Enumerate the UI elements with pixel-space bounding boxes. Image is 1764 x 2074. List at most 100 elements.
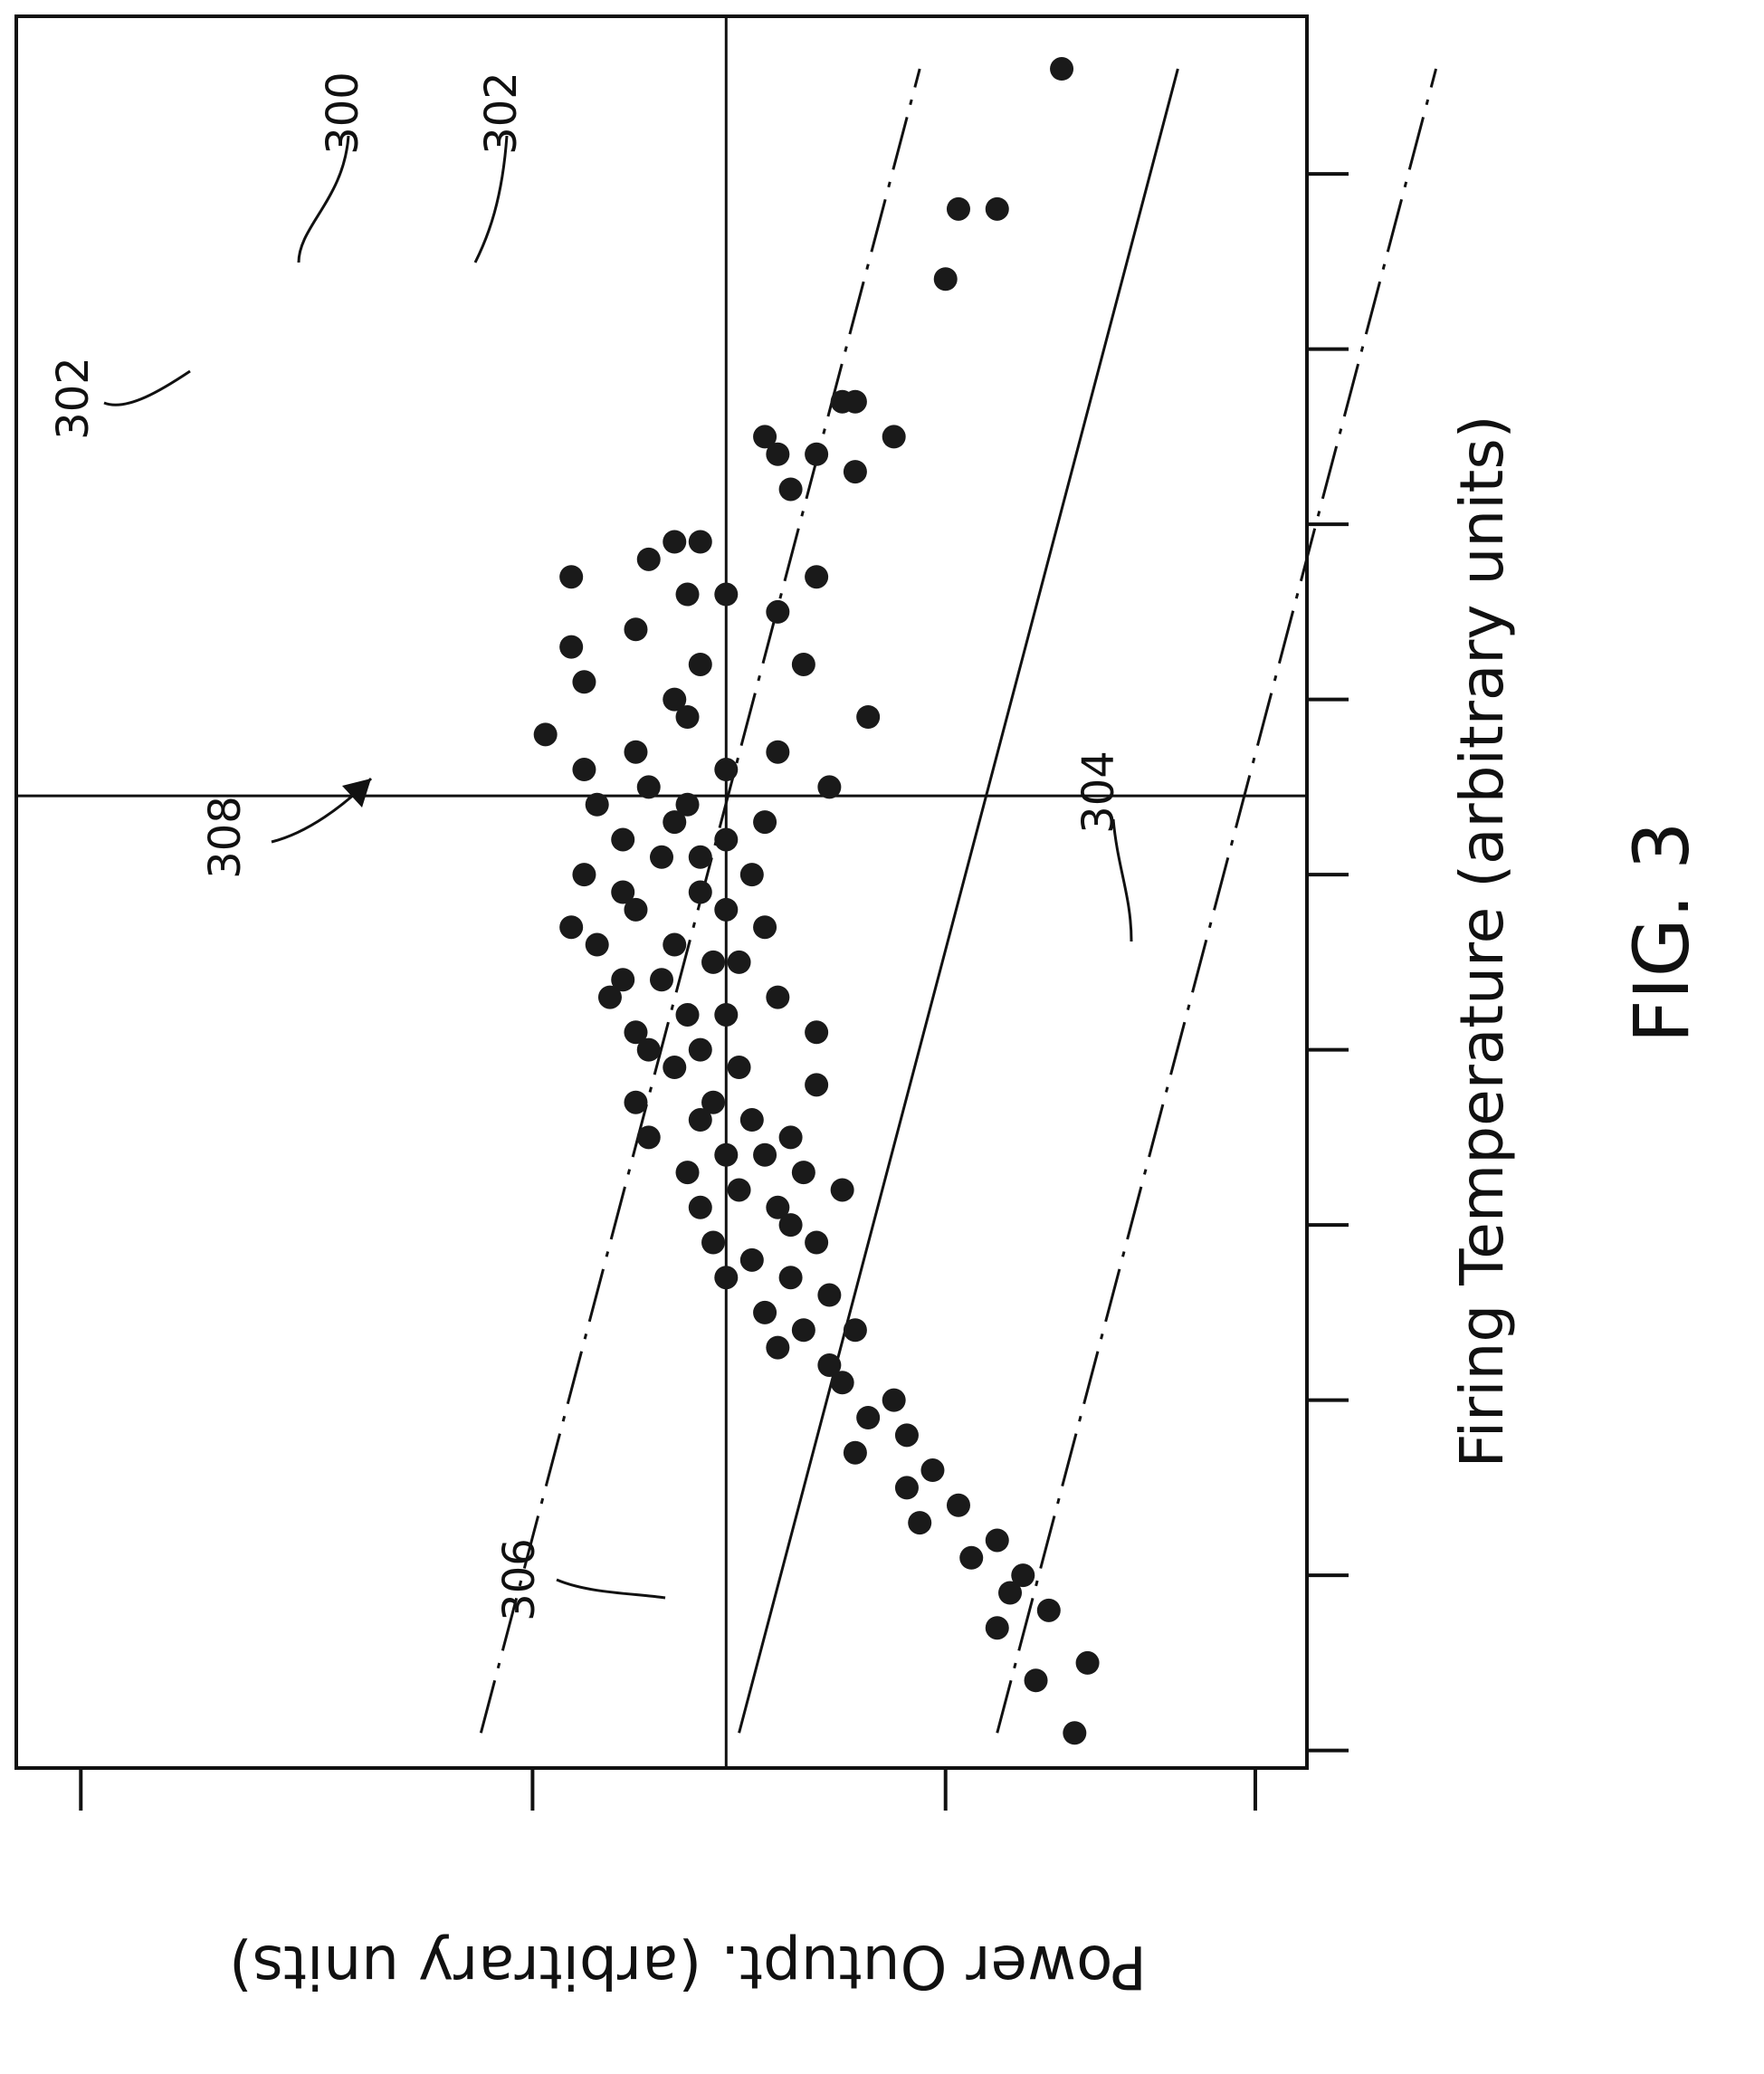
data-point: [572, 863, 596, 886]
data-point: [637, 775, 661, 798]
data-point: [624, 741, 647, 764]
data-point: [689, 1108, 712, 1132]
data-point: [1076, 1651, 1100, 1675]
data-point: [637, 548, 661, 571]
annotation-leader-304: [1113, 819, 1131, 941]
annotation-label-300: 300: [318, 72, 368, 155]
data-point: [714, 1143, 738, 1167]
data-point: [766, 443, 789, 466]
data-point: [728, 1178, 751, 1201]
annotation-label-308: 308: [200, 796, 251, 879]
data-point: [920, 1458, 944, 1482]
data-point: [714, 827, 738, 851]
data-point: [689, 653, 712, 676]
data-point: [676, 705, 700, 729]
data-point: [986, 1616, 1009, 1639]
data-point: [624, 898, 647, 922]
data-point: [586, 793, 609, 817]
reference-lines: [16, 16, 1307, 1768]
data-point: [779, 1266, 803, 1289]
annotation-label-306: 306: [494, 1538, 545, 1621]
data-point: [1037, 1599, 1061, 1622]
data-point: [637, 1038, 661, 1062]
data-point: [714, 583, 738, 607]
data-point: [895, 1423, 919, 1447]
data-point: [959, 1546, 983, 1570]
annotation-label-304: 304: [1073, 750, 1124, 834]
data-point: [753, 915, 777, 939]
data-point: [856, 705, 880, 729]
data-point: [792, 653, 815, 676]
annotation-arrowhead-308: [342, 779, 371, 808]
data-point: [805, 1073, 828, 1096]
data-point: [559, 915, 583, 939]
annotations: 300 302 302 304 306 308: [48, 72, 1131, 1621]
data-point: [586, 933, 609, 957]
data-point: [714, 898, 738, 922]
data-point: [714, 1266, 738, 1289]
data-point: [947, 1494, 970, 1517]
data-point: [740, 863, 764, 886]
annotation-label-302: 302: [476, 72, 527, 155]
figure-label: FIG. 3: [1617, 821, 1706, 1043]
data-point: [689, 1038, 712, 1062]
data-point: [676, 1161, 700, 1184]
data-point: [714, 1003, 738, 1027]
data-point: [831, 1371, 854, 1394]
data-point: [663, 810, 686, 834]
data-point: [947, 197, 970, 221]
data-point: [882, 1389, 906, 1412]
x-axis-ticks: [1307, 174, 1349, 1751]
x-axis-title: Firing Temperature (arbitrary units): [1447, 416, 1517, 1468]
data-point: [650, 846, 673, 869]
data-point: [817, 1284, 841, 1307]
data-point: [1063, 1721, 1086, 1744]
data-point: [908, 1511, 931, 1534]
data-points: [534, 57, 1100, 1744]
data-point: [766, 1336, 789, 1360]
data-point: [844, 1441, 867, 1465]
fit-line-0: [739, 69, 1178, 1733]
data-point: [534, 722, 558, 746]
plot-frame: [16, 16, 1307, 1768]
data-point: [805, 443, 828, 466]
data-point: [779, 477, 803, 501]
annotation-label-302: 302: [48, 357, 99, 440]
data-point: [559, 565, 583, 588]
data-point: [740, 1248, 764, 1272]
data-point: [844, 390, 867, 414]
data-point: [882, 425, 906, 448]
data-point: [766, 600, 789, 624]
annotation-leader-302: [104, 371, 190, 405]
data-point: [689, 881, 712, 904]
data-point: [895, 1476, 919, 1499]
data-point: [676, 583, 700, 607]
y-axis-title: Power Outupt. (arbitrary units): [229, 1932, 1147, 2002]
data-point: [611, 827, 634, 851]
data-point: [986, 197, 1009, 221]
data-point: [998, 1582, 1022, 1605]
data-point: [792, 1318, 815, 1342]
data-point: [598, 986, 622, 1009]
data-point: [689, 530, 712, 554]
fit-line-2: [997, 69, 1436, 1733]
data-point: [701, 951, 725, 974]
data-point: [714, 758, 738, 781]
data-point: [831, 1178, 854, 1201]
data-point: [663, 530, 686, 554]
data-point: [805, 565, 828, 588]
data-point: [779, 1213, 803, 1237]
data-point: [572, 670, 596, 693]
data-point: [559, 636, 583, 659]
data-point: [650, 968, 673, 991]
data-point: [805, 1231, 828, 1255]
data-point: [624, 1091, 647, 1114]
data-point: [1050, 57, 1073, 81]
y-axis-ticks: [81, 1768, 1255, 1811]
data-point: [766, 986, 789, 1009]
data-point: [934, 267, 958, 291]
data-point: [805, 1020, 828, 1044]
data-point: [624, 617, 647, 641]
data-point: [701, 1231, 725, 1255]
